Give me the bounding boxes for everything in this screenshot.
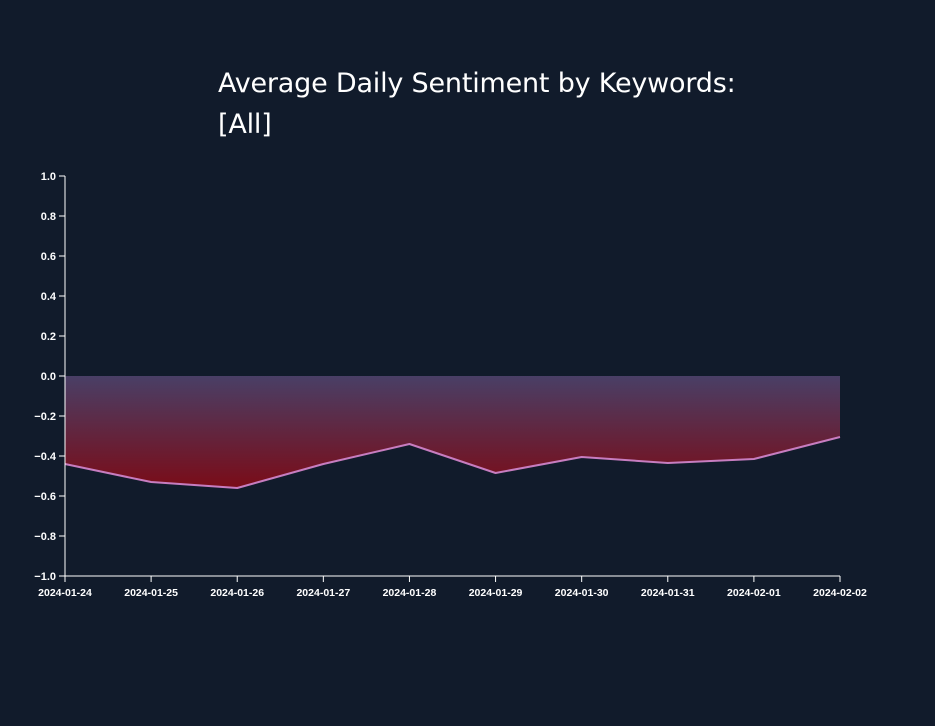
x-tick-label: 2024-01-26 [210,587,264,599]
x-tick-label: 2024-01-24 [38,587,92,599]
chart-title: Average Daily Sentiment by Keywords: [Al… [218,68,736,140]
y-tick-label: −0.2 [34,411,56,423]
x-tick-label: 2024-02-02 [813,587,867,599]
plot-area [64,376,841,489]
x-tick-label: 2024-01-28 [383,587,437,599]
y-tick-label: 0.6 [41,251,56,263]
y-tick-label: 1.0 [41,171,56,183]
x-tick-label: 2024-01-25 [124,587,178,599]
x-tick-label: 2024-02-01 [727,587,781,599]
x-tick-label: 2024-01-27 [296,587,350,599]
y-tick-label: 0.8 [41,211,56,223]
y-axis: 1.0 0.8 0.6 0.4 0.2 0.0 −0.2 −0.4 −0.6 −0.8 −1.0 [34,171,66,583]
y-tick-label: −0.6 [34,491,56,503]
y-tick-label: 0.2 [41,331,56,343]
sentiment-line [64,436,841,489]
x-axis: 2024-01-24 2024-01-25 2024-01-26 2024-01-27… [38,575,867,599]
sentiment-area [65,376,840,488]
x-tick-label: 2024-01-31 [641,587,695,599]
y-tick-label: −0.4 [34,451,57,463]
y-tick-label: 0.0 [41,371,56,383]
x-tick-label: 2024-01-30 [555,587,609,599]
y-tick-label: −0.8 [34,531,56,543]
y-tick-label: 0.4 [41,291,57,303]
x-tick-label: 2024-01-29 [469,587,523,599]
y-tick-label: −1.0 [34,571,56,583]
